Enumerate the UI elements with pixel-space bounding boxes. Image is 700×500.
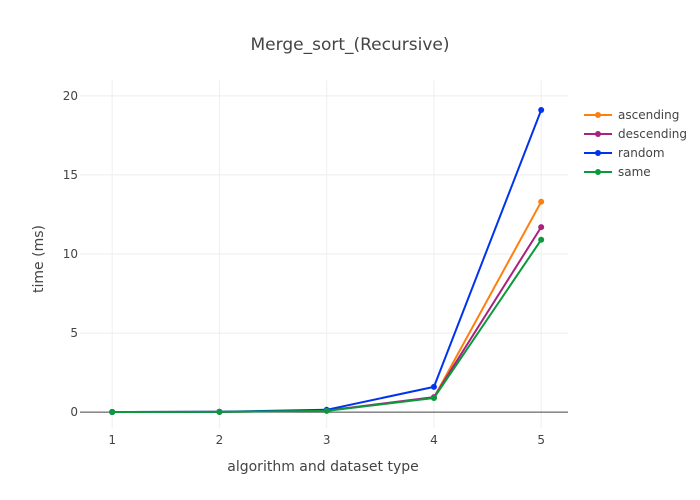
legend-item-descending[interactable]: descending [584, 127, 687, 141]
gridlines [80, 80, 568, 428]
data-point-random[interactable] [538, 107, 545, 114]
y-tick-label: 10 [63, 247, 78, 261]
data-point-same[interactable] [109, 409, 116, 416]
x-tick-label: 5 [537, 433, 545, 447]
legend-marker [595, 112, 601, 118]
chart-title: Merge_sort_(Recursive) [251, 35, 450, 55]
x-axis-ticks: 1 2 3 4 5 [108, 433, 545, 447]
y-tick-label: 15 [63, 168, 78, 182]
legend-marker [595, 131, 601, 137]
y-tick-label: 0 [70, 405, 78, 419]
series-same [109, 236, 545, 416]
x-axis-title: algorithm and dataset type [227, 459, 418, 475]
y-tick-label: 5 [70, 326, 78, 340]
data-point-same[interactable] [430, 394, 437, 401]
x-tick-label: 3 [323, 433, 331, 447]
data-point-descending[interactable] [538, 224, 545, 231]
x-tick-label: 4 [430, 433, 438, 447]
plot-area [109, 107, 545, 416]
legend[interactable]: ascending descending random same [584, 108, 687, 179]
legend-marker [595, 150, 601, 156]
y-axis-title: time (ms) [31, 225, 47, 293]
data-point-same[interactable] [216, 408, 223, 415]
y-tick-label: 20 [63, 89, 78, 103]
x-tick-label: 2 [216, 433, 224, 447]
legend-label: same [618, 165, 651, 179]
legend-label: ascending [618, 108, 679, 122]
data-point-same[interactable] [538, 236, 545, 243]
data-point-ascending[interactable] [538, 198, 545, 205]
legend-item-ascending[interactable]: ascending [584, 108, 679, 122]
legend-label: random [618, 146, 665, 160]
legend-item-same[interactable]: same [584, 165, 651, 179]
legend-label: descending [618, 127, 687, 141]
x-tick-label: 1 [108, 433, 116, 447]
y-axis-ticks: 0 5 10 15 20 [63, 89, 78, 419]
data-point-random[interactable] [430, 383, 437, 390]
data-point-same[interactable] [323, 407, 330, 414]
legend-marker [595, 169, 601, 175]
legend-item-random[interactable]: random [584, 146, 665, 160]
